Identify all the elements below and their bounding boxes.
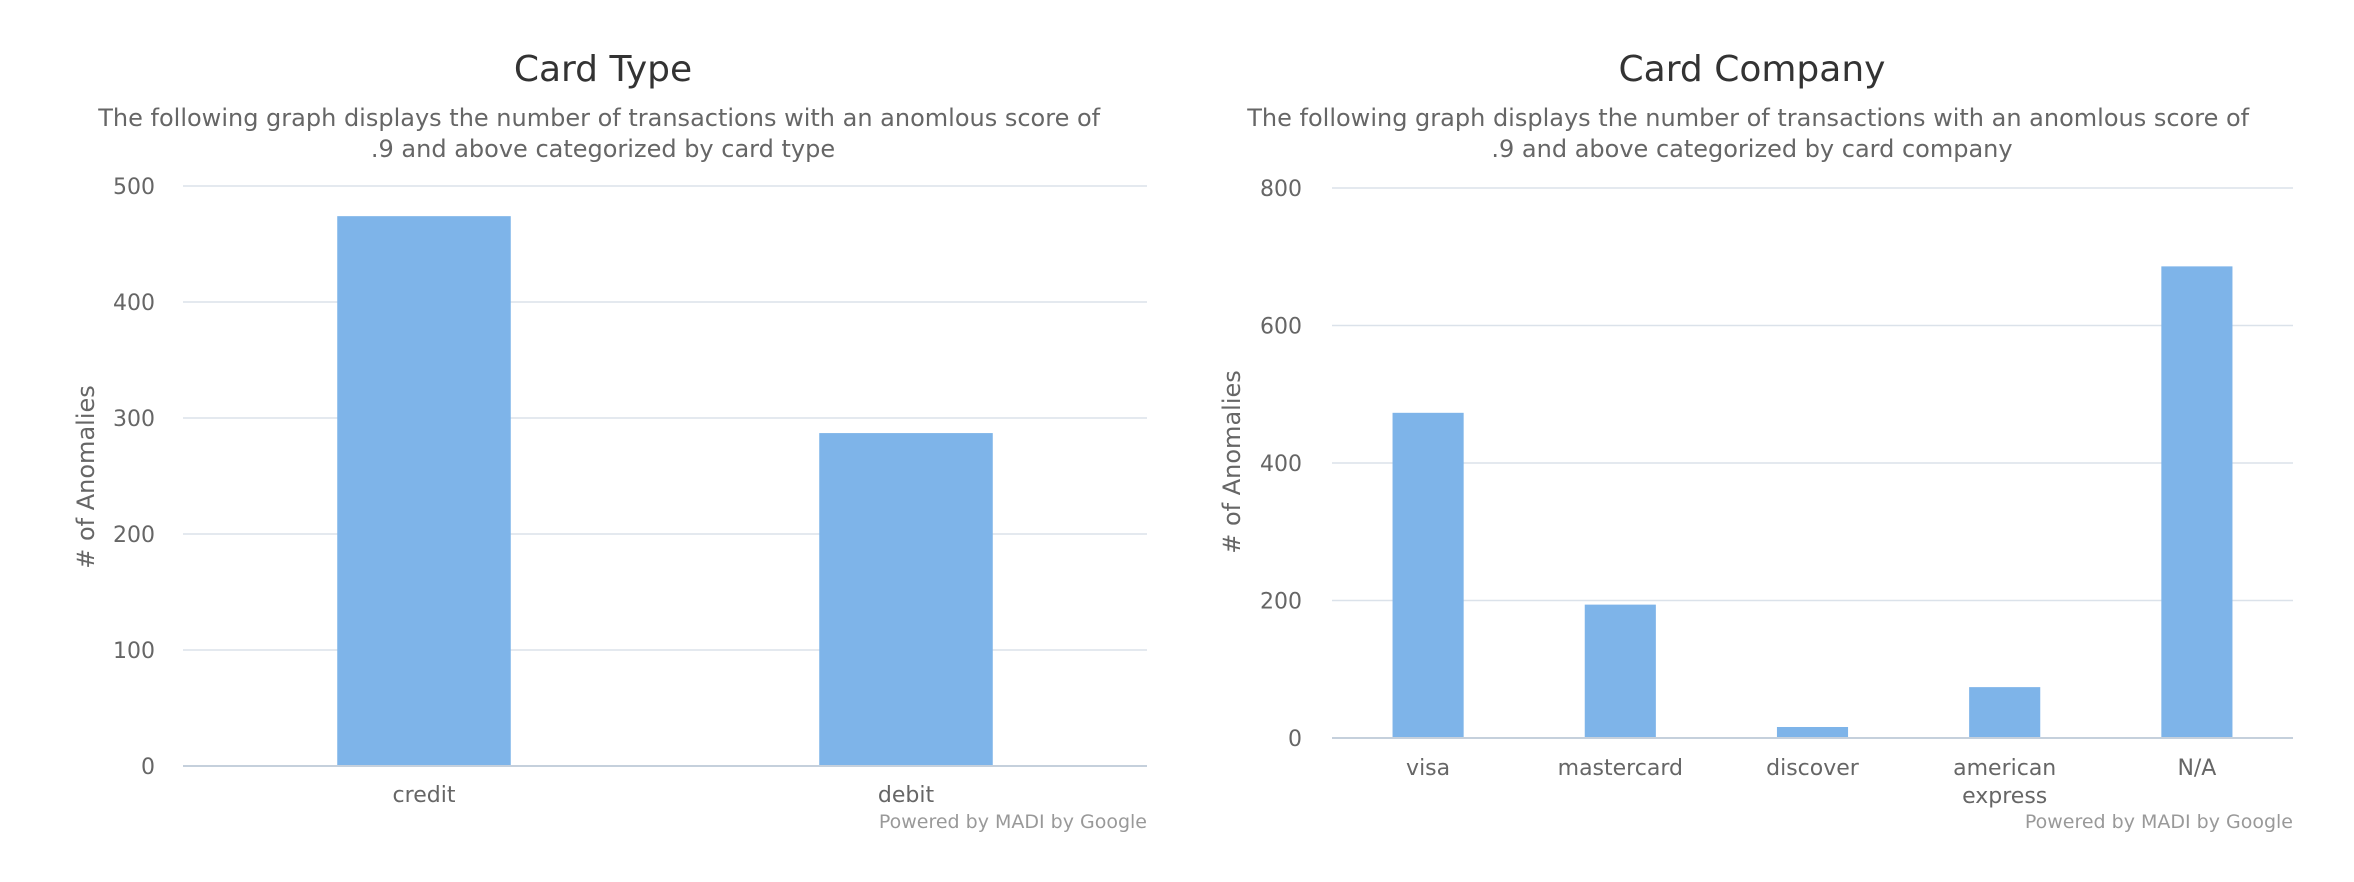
y-tick-label: 200 (1260, 590, 1302, 615)
bar-n-a[interactable] (2161, 266, 2233, 738)
y-tick-label: 200 (113, 523, 155, 548)
powered-by-credit[interactable]: Powered by MADI by Google (2025, 811, 2293, 833)
bar-debit[interactable] (819, 433, 993, 766)
powered-by-credit[interactable]: Powered by MADI by Google (879, 811, 1147, 833)
y-tick-label: 600 (1260, 315, 1302, 340)
chart-title: Card Type (514, 49, 692, 90)
y-tick-label: 400 (113, 291, 155, 316)
y-tick-label: 100 (113, 639, 155, 664)
y-tick-label: 300 (113, 407, 155, 432)
y-tick-label: 0 (1288, 727, 1302, 752)
x-category-label: mastercard (1558, 756, 1683, 781)
y-tick-label: 400 (1260, 452, 1302, 477)
card-company-chart: Card Company The following graph display… (1218, 49, 2293, 833)
chart-title: Card Company (1619, 49, 1886, 90)
y-tick-label: 500 (113, 175, 155, 200)
subtitle-line-1: The following graph displays the number … (97, 104, 1100, 132)
subtitle-line-1: The following graph displays the number … (1246, 104, 2249, 132)
subtitle-line-2: .9 and above categorized by card type (371, 135, 835, 163)
y-axis-label: # of Anomalies (72, 385, 100, 569)
y-tick-label: 800 (1260, 177, 1302, 202)
x-category-label: visa (1406, 756, 1450, 781)
chart-subtitle: The following graph displays the number … (1246, 104, 2256, 163)
plot-area: 0 200 400 600 800 visa mastercard discover ameri… (1260, 177, 2293, 809)
x-category-label: debit (878, 783, 935, 808)
x-category-label: N/A (2177, 756, 2216, 781)
bar-credit[interactable] (337, 216, 511, 766)
bar-discover[interactable] (1776, 727, 1849, 738)
subtitle-line-2: .9 and above categorized by card company (1491, 135, 2012, 163)
x-category-label: credit (393, 783, 456, 808)
chart-subtitle: The following graph displays the number … (97, 104, 1107, 163)
bar-american-express[interactable] (1969, 687, 2041, 738)
bar-mastercard[interactable] (1584, 604, 1656, 738)
plot-area: 0 100 200 300 400 500 credit debit (113, 175, 1147, 808)
y-axis-label: # of Anomalies (1218, 370, 1246, 554)
card-type-chart: Card Type The following graph displays t… (72, 49, 1147, 833)
x-category-label: discover (1766, 756, 1860, 781)
y-tick-label: 0 (141, 755, 155, 780)
x-category-label: american express (1953, 756, 2056, 809)
bar-visa[interactable] (1392, 412, 1464, 738)
